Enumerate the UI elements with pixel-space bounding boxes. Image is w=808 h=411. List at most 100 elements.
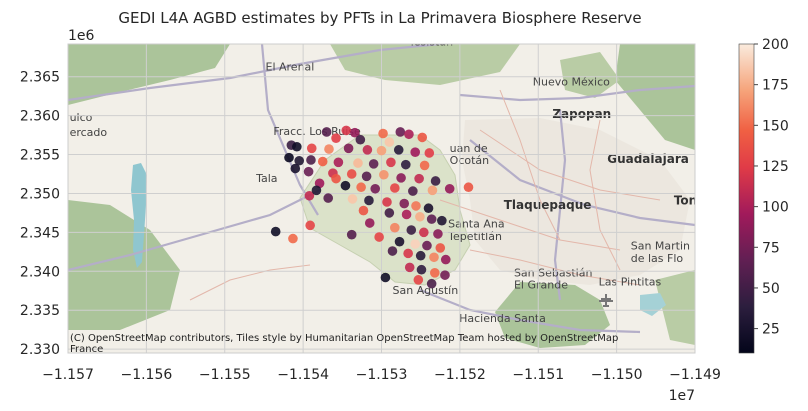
place-label: San Martin (631, 239, 690, 252)
scatter-point (384, 208, 395, 218)
scatter-point (394, 236, 405, 247)
place-label: uan de (450, 142, 488, 155)
place-label: San Sebastián (514, 267, 593, 280)
place-label: ercado (70, 126, 108, 139)
x-tick-label: −1.150 (591, 367, 643, 383)
scatter-point (350, 127, 360, 138)
y-tick-label: 2.340 (20, 264, 60, 280)
place-label: Tepetitlán (447, 230, 502, 243)
scatter-point (288, 233, 298, 244)
scatter-point (419, 227, 429, 238)
scatter-point (303, 166, 314, 177)
place-label: El Grande (514, 278, 568, 291)
scatter-point (290, 163, 301, 174)
scatter-point (333, 157, 344, 168)
chart-title: GEDI L4A AGBD estimates by PFTs in La Pr… (118, 9, 641, 27)
scatter-point (404, 262, 415, 273)
scatter-point (356, 182, 366, 193)
scatter-point (343, 143, 354, 154)
scatter-point (410, 239, 421, 249)
lake (131, 163, 147, 268)
forest-area (330, 44, 520, 85)
scatter-point (393, 145, 404, 155)
scatter-point (387, 246, 398, 256)
x-tick-label: −1.156 (120, 367, 172, 383)
place-label: Zapopan (552, 107, 611, 121)
scatter-point (284, 152, 294, 163)
scatter-point (374, 232, 384, 242)
scatter-point (390, 222, 400, 233)
scatter-point (403, 248, 413, 259)
scatter-point (396, 173, 406, 183)
scatter-point (340, 180, 351, 191)
colorbar-tick-label: 200 (762, 37, 789, 53)
plot-area: Tesistán El Arenal Nuevo México Zapopan ulco… (68, 36, 705, 353)
scatter-point (305, 220, 315, 231)
place-label: Hacienda Santa (459, 312, 546, 325)
forest-area (495, 282, 610, 348)
scatter-point (321, 127, 332, 137)
scatter-point (423, 203, 434, 214)
scatter-point (410, 147, 421, 157)
scatter-point (292, 141, 302, 152)
scatter-point (370, 183, 381, 194)
place-labels: Tesistán El Arenal Nuevo México Zapopan ulco… (70, 36, 705, 325)
scatter-point (384, 137, 395, 147)
colorbar-tick-label: 125 (762, 159, 789, 175)
scatter-point (347, 194, 358, 204)
y-ticks: 2.330 2.335 2.340 2.345 2.350 2.355 2.360 2.365 (20, 70, 60, 358)
colorbar-tick-label: 100 (762, 200, 789, 216)
place-label: Nuevo México (533, 75, 610, 88)
scatter-point (270, 226, 281, 237)
scatter-point (386, 157, 396, 168)
scatter-point (426, 214, 437, 224)
scatter-point (417, 132, 428, 143)
scatter-point (427, 185, 438, 196)
scatter-point (368, 159, 379, 169)
place-label: Santa Ana (448, 218, 504, 231)
place-label: Tesistán (408, 36, 453, 49)
scatter-point (437, 215, 447, 226)
scatter-point (429, 252, 439, 263)
airport-icon (599, 294, 613, 307)
scatter-point (353, 158, 363, 168)
minor-roads (189, 89, 661, 301)
scatter-point (415, 250, 426, 261)
place-label: San Agustín (392, 284, 458, 297)
forest-area (655, 270, 695, 345)
y-tick-label: 2.335 (20, 303, 60, 319)
colorbar-ticks: 25 50 75 100 125 150 175 200 (754, 37, 789, 338)
scatter-point (404, 129, 414, 140)
scatter-point (414, 173, 424, 184)
scatter-point (317, 156, 328, 167)
x-offset-label: 1e7 (669, 388, 695, 404)
y-tick-label: 2.330 (20, 342, 60, 358)
basemap-attribution: (C) OpenStreetMap contributors, Tiles st… (70, 333, 618, 355)
scatter-point (306, 143, 317, 154)
scatter-point (406, 225, 417, 235)
scatter-point (433, 229, 443, 239)
scatter-point (341, 125, 352, 136)
scatter-point (294, 155, 305, 166)
place-label: El Arenal (266, 60, 315, 73)
x-tick-label: −1.151 (512, 367, 564, 383)
x-tick-label: −1.154 (277, 367, 329, 383)
scatter-points (270, 125, 474, 289)
scatter-point (331, 133, 341, 143)
place-label: Tona (674, 193, 705, 207)
scatter-point (416, 264, 427, 275)
x-tick-label: −1.152 (434, 367, 486, 383)
scatter-point (440, 254, 451, 265)
place-label: de las Flo (631, 252, 684, 265)
scatter-point (422, 240, 432, 251)
scatter-point (361, 171, 372, 182)
colorbar-tick-label: 75 (762, 240, 780, 256)
forest-area (615, 44, 695, 150)
y-tick-label: 2.355 (20, 148, 60, 164)
scatter-point (346, 229, 357, 240)
scatter-point (395, 127, 406, 137)
colorbar-tick-label: 50 (762, 281, 780, 297)
colorbar-tick-label: 25 (762, 322, 780, 338)
scatter-point (429, 268, 440, 278)
scatter-point (382, 197, 392, 207)
